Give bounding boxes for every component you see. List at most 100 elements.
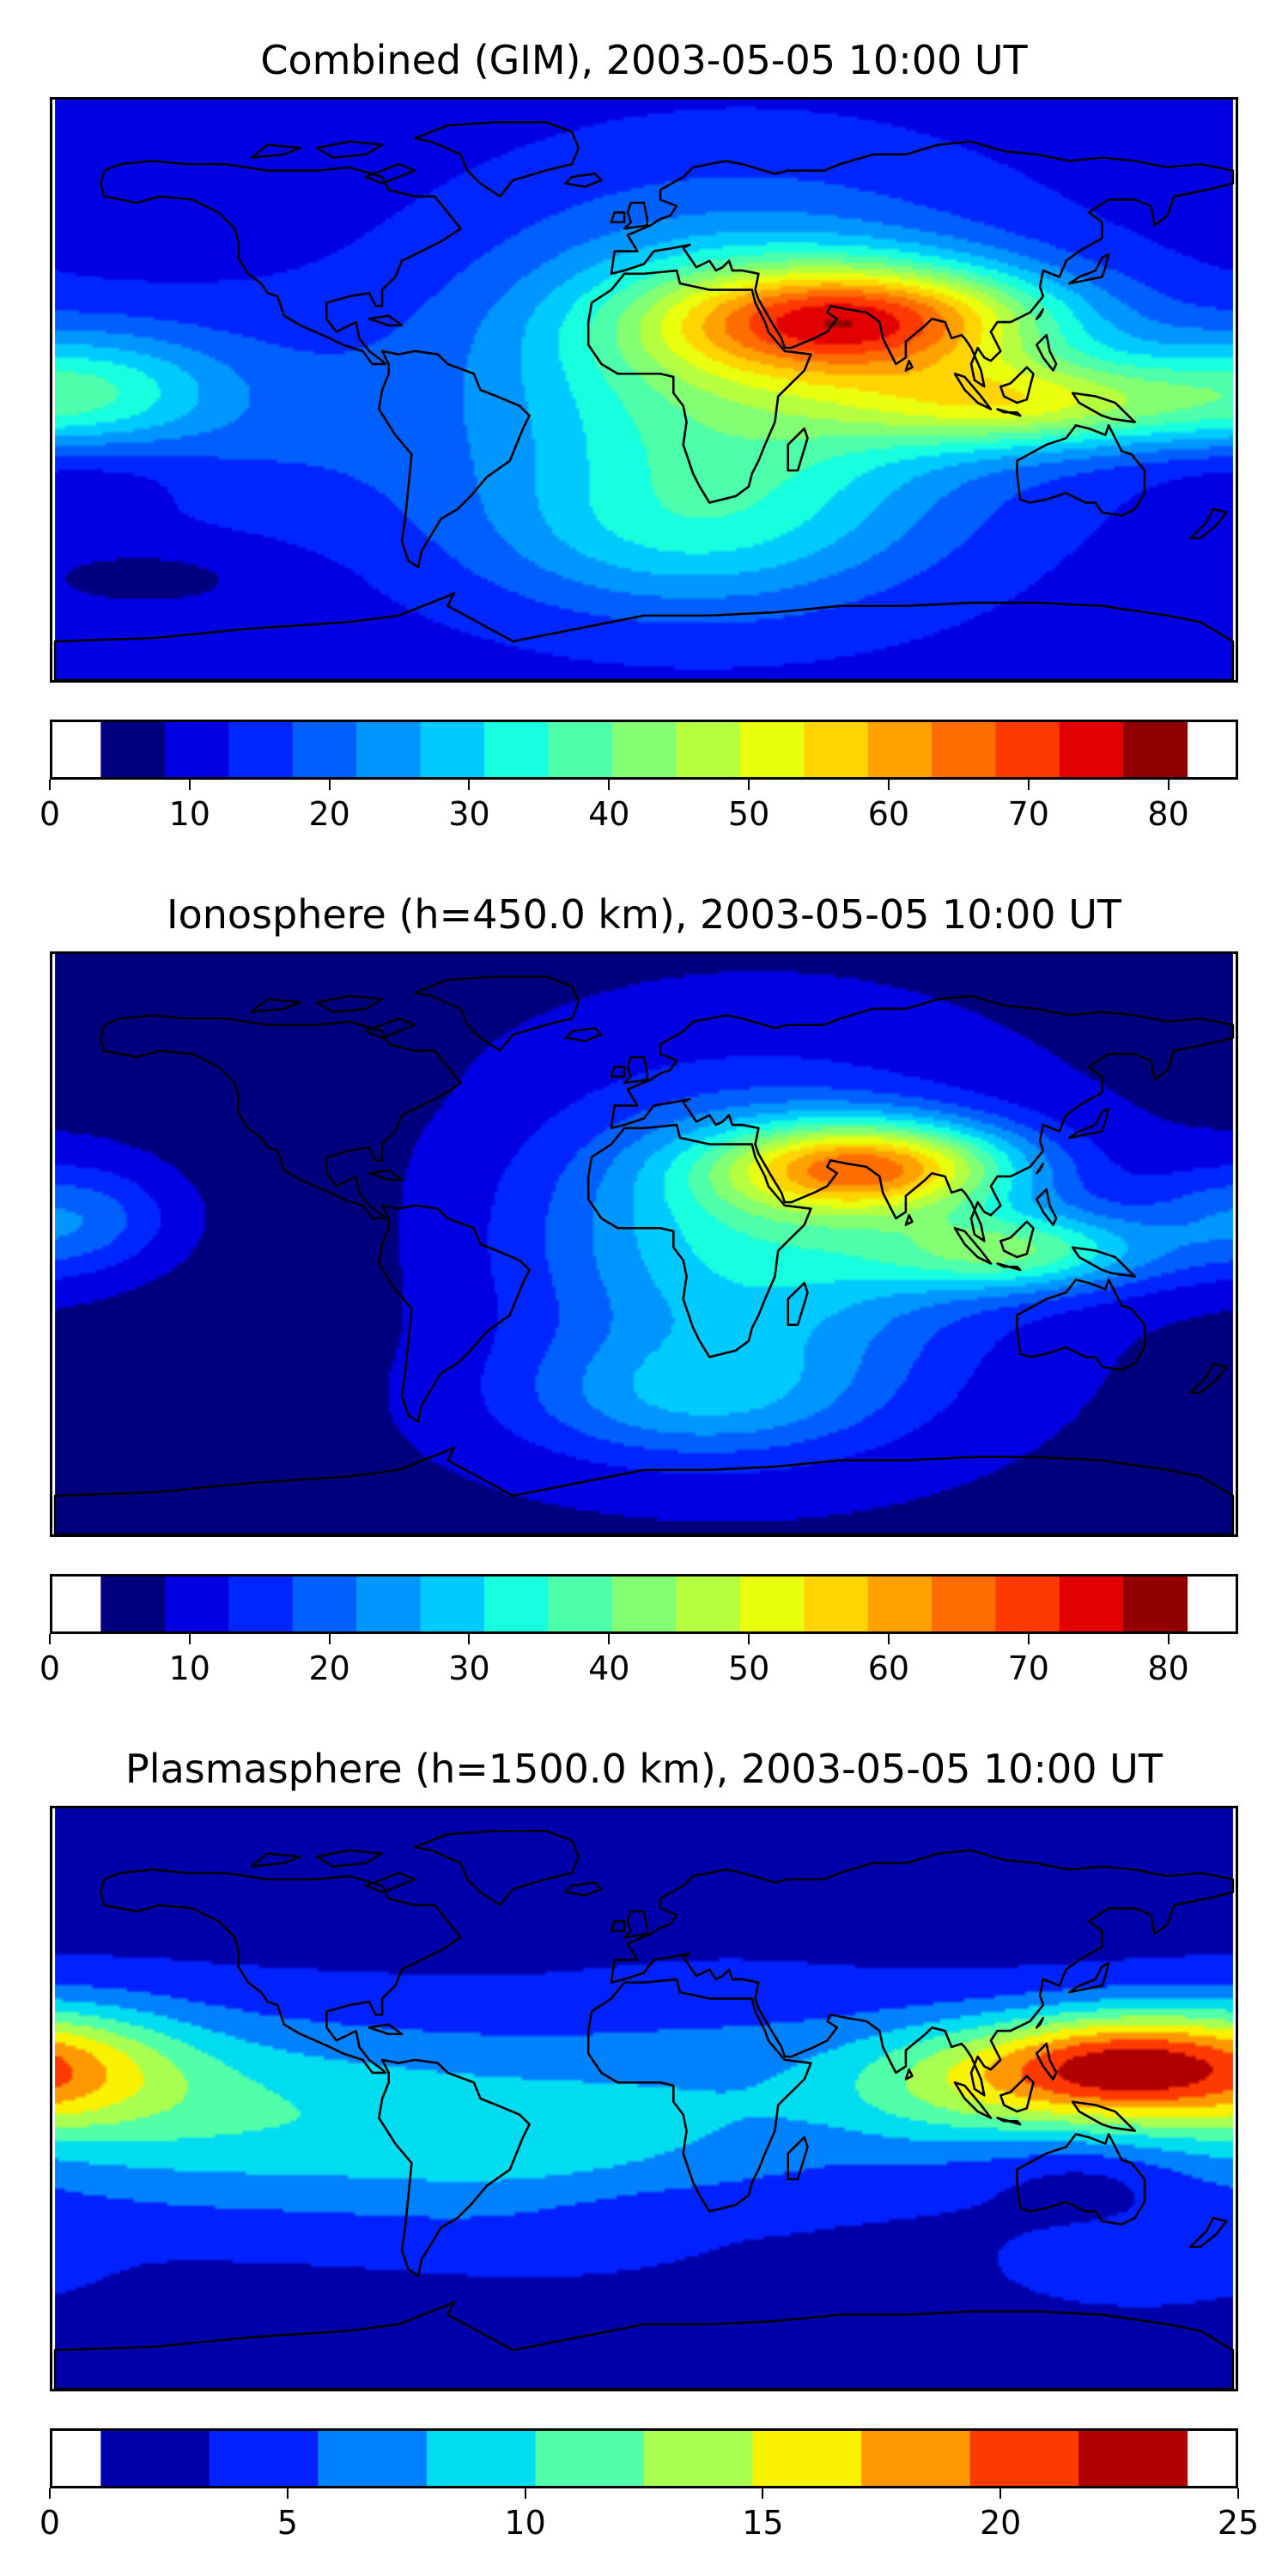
panel-2-colorbar-tick xyxy=(188,1634,191,1644)
panel-1-colorbar-tick-label: 40 xyxy=(588,795,630,833)
coastline-1 xyxy=(413,120,580,197)
coastline-13 xyxy=(1035,307,1045,320)
panel-3-colorbar-tick xyxy=(762,2488,764,2499)
panel-1-colorbar-segment xyxy=(100,722,166,777)
panel-2-colorbar-tick-label: 10 xyxy=(168,1649,210,1687)
panel-3-colorbar-tick xyxy=(999,2488,1002,2499)
coastline-22 xyxy=(250,998,302,1013)
coastline-14 xyxy=(1035,1188,1058,1226)
panel-2-colorbar-segment xyxy=(228,1577,294,1631)
panel-1-colorbar-tick xyxy=(887,780,890,790)
coastline-22 xyxy=(250,143,302,159)
coastline-18 xyxy=(1189,507,1228,540)
coastline-17 xyxy=(564,1881,603,1897)
panel-1-colorbar-segment xyxy=(867,722,933,777)
panel-3-colorbar-segment xyxy=(752,2431,862,2486)
coastline-23 xyxy=(364,1871,416,1893)
panel-1-colorbar-tick xyxy=(1167,780,1170,790)
panel-1-colorbar xyxy=(50,720,1238,780)
panel-2-colorbar-segment xyxy=(292,1577,357,1631)
panel-2-colorbar-tick xyxy=(328,1634,331,1644)
panel-3-field xyxy=(55,1808,1233,2389)
panel-1-colorbar-segment xyxy=(611,722,677,777)
coastline-5 xyxy=(787,1281,809,1327)
coastline-4 xyxy=(586,1123,812,1358)
coastline-23 xyxy=(364,1017,416,1039)
panel-1-colorbar-segment xyxy=(804,722,868,777)
coastline-6 xyxy=(1016,424,1146,517)
panel-1-colorbar-segment xyxy=(931,722,996,777)
coastline-9 xyxy=(996,1262,1022,1272)
panel-2-colorbar-tick-label: 80 xyxy=(1147,1649,1189,1687)
panel-3-colorbar xyxy=(50,2428,1238,2488)
panel-2-colorbar-tick xyxy=(1027,1634,1030,1644)
panel-3-map-svg xyxy=(53,1808,1235,2389)
panel-3-colorbar-segment xyxy=(644,2431,753,2486)
coastline-11 xyxy=(1071,392,1136,423)
panel-1-colorbar-tick xyxy=(328,780,331,790)
coastline-10 xyxy=(999,1220,1035,1259)
coastline-2 xyxy=(378,2058,531,2277)
coastline-21 xyxy=(315,140,384,159)
panel-3-colorbar-tick xyxy=(49,2488,51,2499)
panel-1-colorbar-svg xyxy=(100,722,1188,777)
coastline-10 xyxy=(999,2075,1035,2113)
panel-2-colorbar-ticks: 0 10 20 30 40 50 60 70 80 xyxy=(39,1634,1238,1687)
coastline-10 xyxy=(999,366,1035,404)
panel-2-colorbar-tick xyxy=(887,1634,890,1644)
coastline-7 xyxy=(53,1446,1235,1534)
coastline-1 xyxy=(413,1829,580,1906)
coastline-9 xyxy=(996,408,1022,417)
panel-1-colorbar-segment xyxy=(1059,722,1124,777)
panel-2-field xyxy=(55,954,1233,1534)
coastline-2 xyxy=(378,1204,531,1423)
panel-3-colorbar-segment xyxy=(535,2431,645,2486)
coastline-18 xyxy=(1189,1362,1228,1394)
panel-1-colorbar-segment xyxy=(483,722,549,777)
panel-2-colorbar-segment xyxy=(611,1577,677,1631)
coastline-23 xyxy=(364,162,416,185)
panel-3-coastlines xyxy=(53,1829,1235,2389)
panel-2-colorbar-segment xyxy=(100,1577,166,1631)
panel-3-colorbar-tick-label: 25 xyxy=(1217,2504,1260,2542)
coastline-17 xyxy=(564,1027,603,1042)
coastline-6 xyxy=(1016,2133,1146,2226)
panel-2-colorbar-segment xyxy=(1123,1577,1188,1631)
panel-1-colorbar-tick xyxy=(748,780,750,790)
coastline-5 xyxy=(787,2136,809,2181)
panel-1-colorbar-tick-label: 80 xyxy=(1147,795,1189,833)
panel-1-colorbar-segment xyxy=(739,722,805,777)
panel-2-colorbar-segment xyxy=(739,1577,805,1631)
panel-2-colorbar-tick-label: 0 xyxy=(39,1649,61,1687)
coastline-8 xyxy=(953,2081,993,2119)
coastline-0 xyxy=(100,1014,462,1220)
panel-3-colorbar-tick xyxy=(1237,2488,1239,2499)
panel-2-colorbar-segment xyxy=(164,1577,229,1631)
coastline-16 xyxy=(610,211,626,224)
coastline-19 xyxy=(904,2068,914,2081)
coastline-16 xyxy=(610,1066,626,1078)
panel-2-colorbar-tick xyxy=(49,1634,51,1644)
panel-3-colorbar-segment xyxy=(209,2431,319,2486)
panel-1-colorbar-tick xyxy=(608,780,611,790)
panel-1-colorbar-tick-label: 0 xyxy=(39,795,61,833)
panel-2-colorbar-tick xyxy=(468,1634,471,1644)
panel-2-colorbar-tick xyxy=(748,1634,750,1644)
panel-1-map xyxy=(50,97,1238,683)
panel-3-map xyxy=(50,1806,1238,2391)
panel-1-map-svg xyxy=(53,100,1235,680)
panel-3-colorbar-tick xyxy=(524,2488,526,2499)
panel-3-colorbar-tick-label: 0 xyxy=(39,2504,61,2542)
panel-1-colorbar-segment xyxy=(420,722,485,777)
coastline-8 xyxy=(953,1226,993,1265)
panel-2-map xyxy=(50,951,1238,1537)
coastline-21 xyxy=(315,1849,384,1868)
panel-1-colorbar-segment xyxy=(1123,722,1188,777)
panel-1-colorbar-tick-label: 10 xyxy=(168,795,210,833)
coastline-12 xyxy=(1068,1108,1110,1139)
panel-3-colorbar-tick-label: 15 xyxy=(742,2504,784,2542)
panel-2-title: Ionosphere (h=450.0 km), 2003-05-05 10:0… xyxy=(167,891,1121,938)
coastline-0 xyxy=(100,160,462,366)
panel-3-colorbar-segment xyxy=(318,2431,428,2486)
coastline-3 xyxy=(610,1849,1235,2097)
